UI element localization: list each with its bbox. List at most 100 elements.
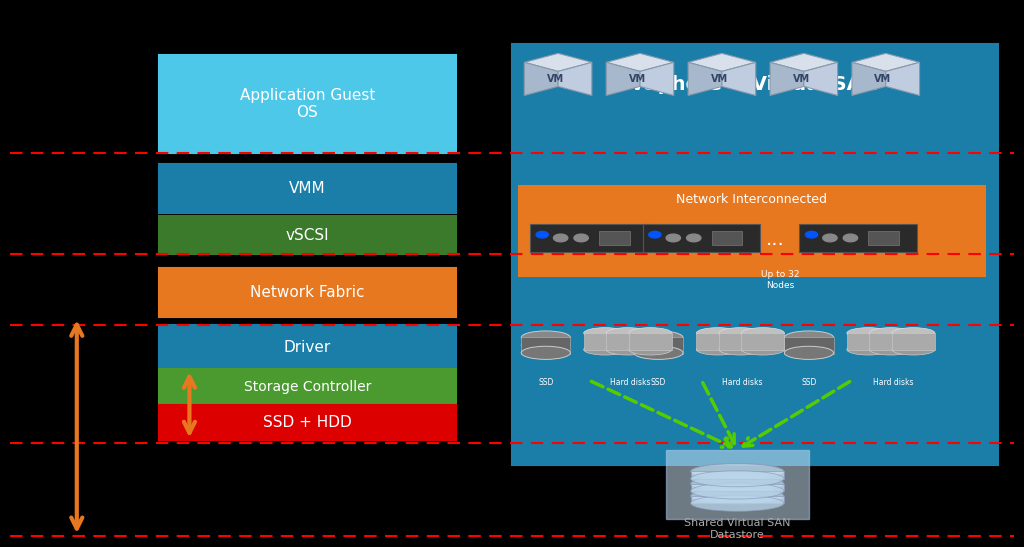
Ellipse shape	[719, 328, 762, 339]
FancyBboxPatch shape	[159, 369, 456, 405]
Ellipse shape	[606, 328, 649, 339]
Ellipse shape	[629, 344, 672, 355]
Ellipse shape	[892, 328, 935, 339]
Text: Storage Controller: Storage Controller	[244, 380, 371, 394]
Text: Application Guest
OS: Application Guest OS	[240, 88, 375, 120]
Ellipse shape	[629, 328, 672, 339]
Ellipse shape	[521, 331, 570, 344]
Circle shape	[536, 231, 549, 238]
Text: Network Interconnected: Network Interconnected	[676, 193, 827, 206]
Polygon shape	[640, 62, 674, 95]
FancyBboxPatch shape	[584, 333, 627, 350]
FancyBboxPatch shape	[892, 333, 935, 350]
Ellipse shape	[696, 328, 739, 339]
Polygon shape	[688, 54, 756, 71]
Text: SSD: SSD	[538, 379, 554, 387]
Ellipse shape	[784, 331, 834, 344]
Ellipse shape	[521, 346, 570, 359]
FancyBboxPatch shape	[696, 333, 739, 350]
Ellipse shape	[696, 344, 739, 355]
Text: ...: ...	[766, 230, 784, 249]
Circle shape	[553, 234, 567, 242]
Ellipse shape	[584, 344, 627, 355]
Polygon shape	[606, 54, 674, 71]
Text: Hard disks: Hard disks	[872, 379, 913, 387]
FancyBboxPatch shape	[159, 405, 456, 440]
Text: VM: VM	[547, 74, 564, 84]
Text: vSCSI: vSCSI	[286, 228, 329, 243]
FancyBboxPatch shape	[512, 44, 998, 465]
Ellipse shape	[869, 344, 912, 355]
Text: VM: VM	[629, 74, 646, 84]
FancyBboxPatch shape	[159, 325, 456, 369]
Circle shape	[649, 231, 662, 238]
Text: VM: VM	[874, 74, 892, 84]
FancyBboxPatch shape	[159, 55, 456, 153]
FancyBboxPatch shape	[712, 231, 742, 245]
FancyBboxPatch shape	[519, 186, 985, 276]
FancyBboxPatch shape	[159, 164, 456, 213]
Polygon shape	[770, 62, 804, 95]
Ellipse shape	[634, 346, 683, 359]
Ellipse shape	[690, 495, 784, 511]
Text: VM: VM	[793, 74, 810, 84]
Text: SSD: SSD	[650, 379, 667, 387]
FancyBboxPatch shape	[666, 450, 809, 519]
Ellipse shape	[719, 344, 762, 355]
FancyBboxPatch shape	[159, 268, 456, 317]
FancyBboxPatch shape	[521, 337, 570, 354]
FancyBboxPatch shape	[690, 496, 784, 503]
Polygon shape	[524, 62, 558, 95]
Text: Hard disks: Hard disks	[722, 379, 763, 387]
FancyBboxPatch shape	[847, 333, 890, 350]
Ellipse shape	[690, 488, 784, 504]
Ellipse shape	[847, 344, 890, 355]
FancyBboxPatch shape	[799, 224, 918, 252]
FancyBboxPatch shape	[599, 231, 630, 245]
Ellipse shape	[869, 328, 912, 339]
Polygon shape	[558, 62, 592, 95]
Polygon shape	[804, 62, 838, 95]
Ellipse shape	[690, 470, 784, 487]
FancyBboxPatch shape	[634, 337, 683, 354]
Ellipse shape	[606, 344, 649, 355]
Ellipse shape	[584, 328, 627, 339]
Text: VM: VM	[711, 74, 728, 84]
Text: SSD: SSD	[801, 379, 817, 387]
Polygon shape	[852, 62, 886, 95]
Circle shape	[805, 231, 817, 238]
Circle shape	[667, 234, 681, 242]
FancyBboxPatch shape	[869, 333, 912, 350]
Text: SSD + HDD: SSD + HDD	[263, 415, 351, 430]
Circle shape	[573, 234, 588, 242]
Ellipse shape	[784, 339, 834, 352]
FancyBboxPatch shape	[690, 472, 784, 479]
Ellipse shape	[690, 483, 784, 499]
Ellipse shape	[741, 344, 784, 355]
Circle shape	[687, 234, 701, 242]
Polygon shape	[886, 62, 920, 95]
FancyBboxPatch shape	[690, 484, 784, 491]
FancyBboxPatch shape	[643, 224, 760, 252]
FancyBboxPatch shape	[606, 333, 649, 350]
Polygon shape	[688, 62, 722, 95]
FancyBboxPatch shape	[629, 333, 672, 350]
Polygon shape	[722, 62, 756, 95]
Text: Driver: Driver	[284, 340, 331, 355]
FancyBboxPatch shape	[159, 216, 456, 254]
Text: vSphere + Virtual SAN: vSphere + Virtual SAN	[631, 75, 879, 94]
Polygon shape	[852, 54, 920, 71]
Text: Hard disks: Hard disks	[609, 379, 650, 387]
FancyBboxPatch shape	[719, 333, 762, 350]
Text: Network Fabric: Network Fabric	[250, 285, 365, 300]
Ellipse shape	[521, 339, 570, 352]
Text: Up to 32
Nodes: Up to 32 Nodes	[761, 270, 800, 290]
Ellipse shape	[784, 346, 834, 359]
Ellipse shape	[634, 339, 683, 352]
Polygon shape	[770, 54, 838, 71]
Circle shape	[844, 234, 858, 242]
Ellipse shape	[892, 344, 935, 355]
Ellipse shape	[690, 463, 784, 480]
FancyBboxPatch shape	[784, 337, 834, 354]
Polygon shape	[606, 62, 640, 95]
